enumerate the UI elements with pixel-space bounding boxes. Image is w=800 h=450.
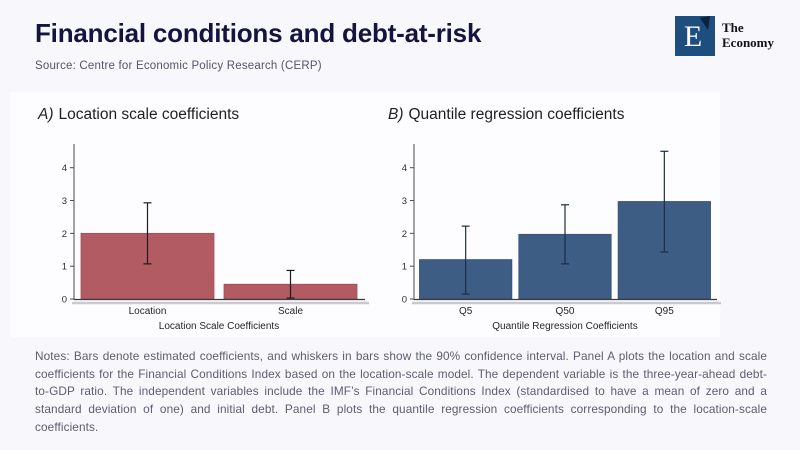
- panel-b-title-text: Quantile regression coefficients: [408, 106, 625, 123]
- svg-text:Q5: Q5: [459, 306, 473, 317]
- svg-text:0: 0: [62, 295, 67, 306]
- svg-text:Quantile Regression Coefficien: Quantile Regression Coefficients: [492, 321, 637, 332]
- the-economy-logo: E The Economy: [675, 16, 774, 56]
- svg-text:1: 1: [402, 262, 407, 273]
- figure-card: A) Location scale coefficients B) Quantile…: [10, 92, 721, 337]
- logo-wordmark-line1: The: [722, 20, 744, 35]
- svg-text:Q95: Q95: [655, 306, 674, 317]
- svg-text:Location Scale Coefficients: Location Scale Coefficients: [159, 321, 279, 332]
- panel-b-bar-chart: 0 1 2 3 4 Q5 Q50 Q95 Quantile Regression Coeffic…: [402, 144, 721, 332]
- panel-a-title-text: Location scale coefficients: [58, 106, 240, 123]
- svg-text:2: 2: [402, 229, 407, 240]
- svg-text:4: 4: [402, 163, 407, 174]
- page-title: Financial conditions and debt-at-risk: [35, 18, 482, 48]
- svg-text:Location: Location: [129, 306, 167, 317]
- svg-text:1: 1: [62, 262, 67, 273]
- panel-a-letter: A): [38, 106, 54, 123]
- svg-text:3: 3: [402, 196, 407, 207]
- svg-text:Scale: Scale: [278, 306, 303, 317]
- logo-letter: E: [683, 19, 703, 53]
- svg-text:2: 2: [62, 229, 67, 240]
- panel-b-letter: B): [388, 106, 404, 123]
- logo-wordmark: The Economy: [722, 20, 774, 50]
- panel-b-title: B) Quantile regression coefficients: [388, 106, 624, 124]
- svg-text:Q50: Q50: [556, 306, 575, 317]
- logo-corner-notch-icon: [700, 16, 710, 30]
- source-attribution: Source: Centre for Economic Policy Resea…: [35, 60, 322, 72]
- panel-a-title: A) Location scale coefficients: [38, 106, 239, 124]
- logo-wordmark-line2: Economy: [722, 34, 774, 50]
- logo-e-icon: E: [675, 16, 715, 56]
- svg-text:0: 0: [402, 295, 407, 306]
- figure-notes: Notes: Bars denote estimated coefficient…: [35, 349, 767, 434]
- svg-text:4: 4: [62, 163, 67, 174]
- panel-a-bar-chart: 0 1 2 3 4 Location Scale Location Scale Coeffic…: [62, 144, 369, 332]
- svg-text:3: 3: [62, 196, 67, 207]
